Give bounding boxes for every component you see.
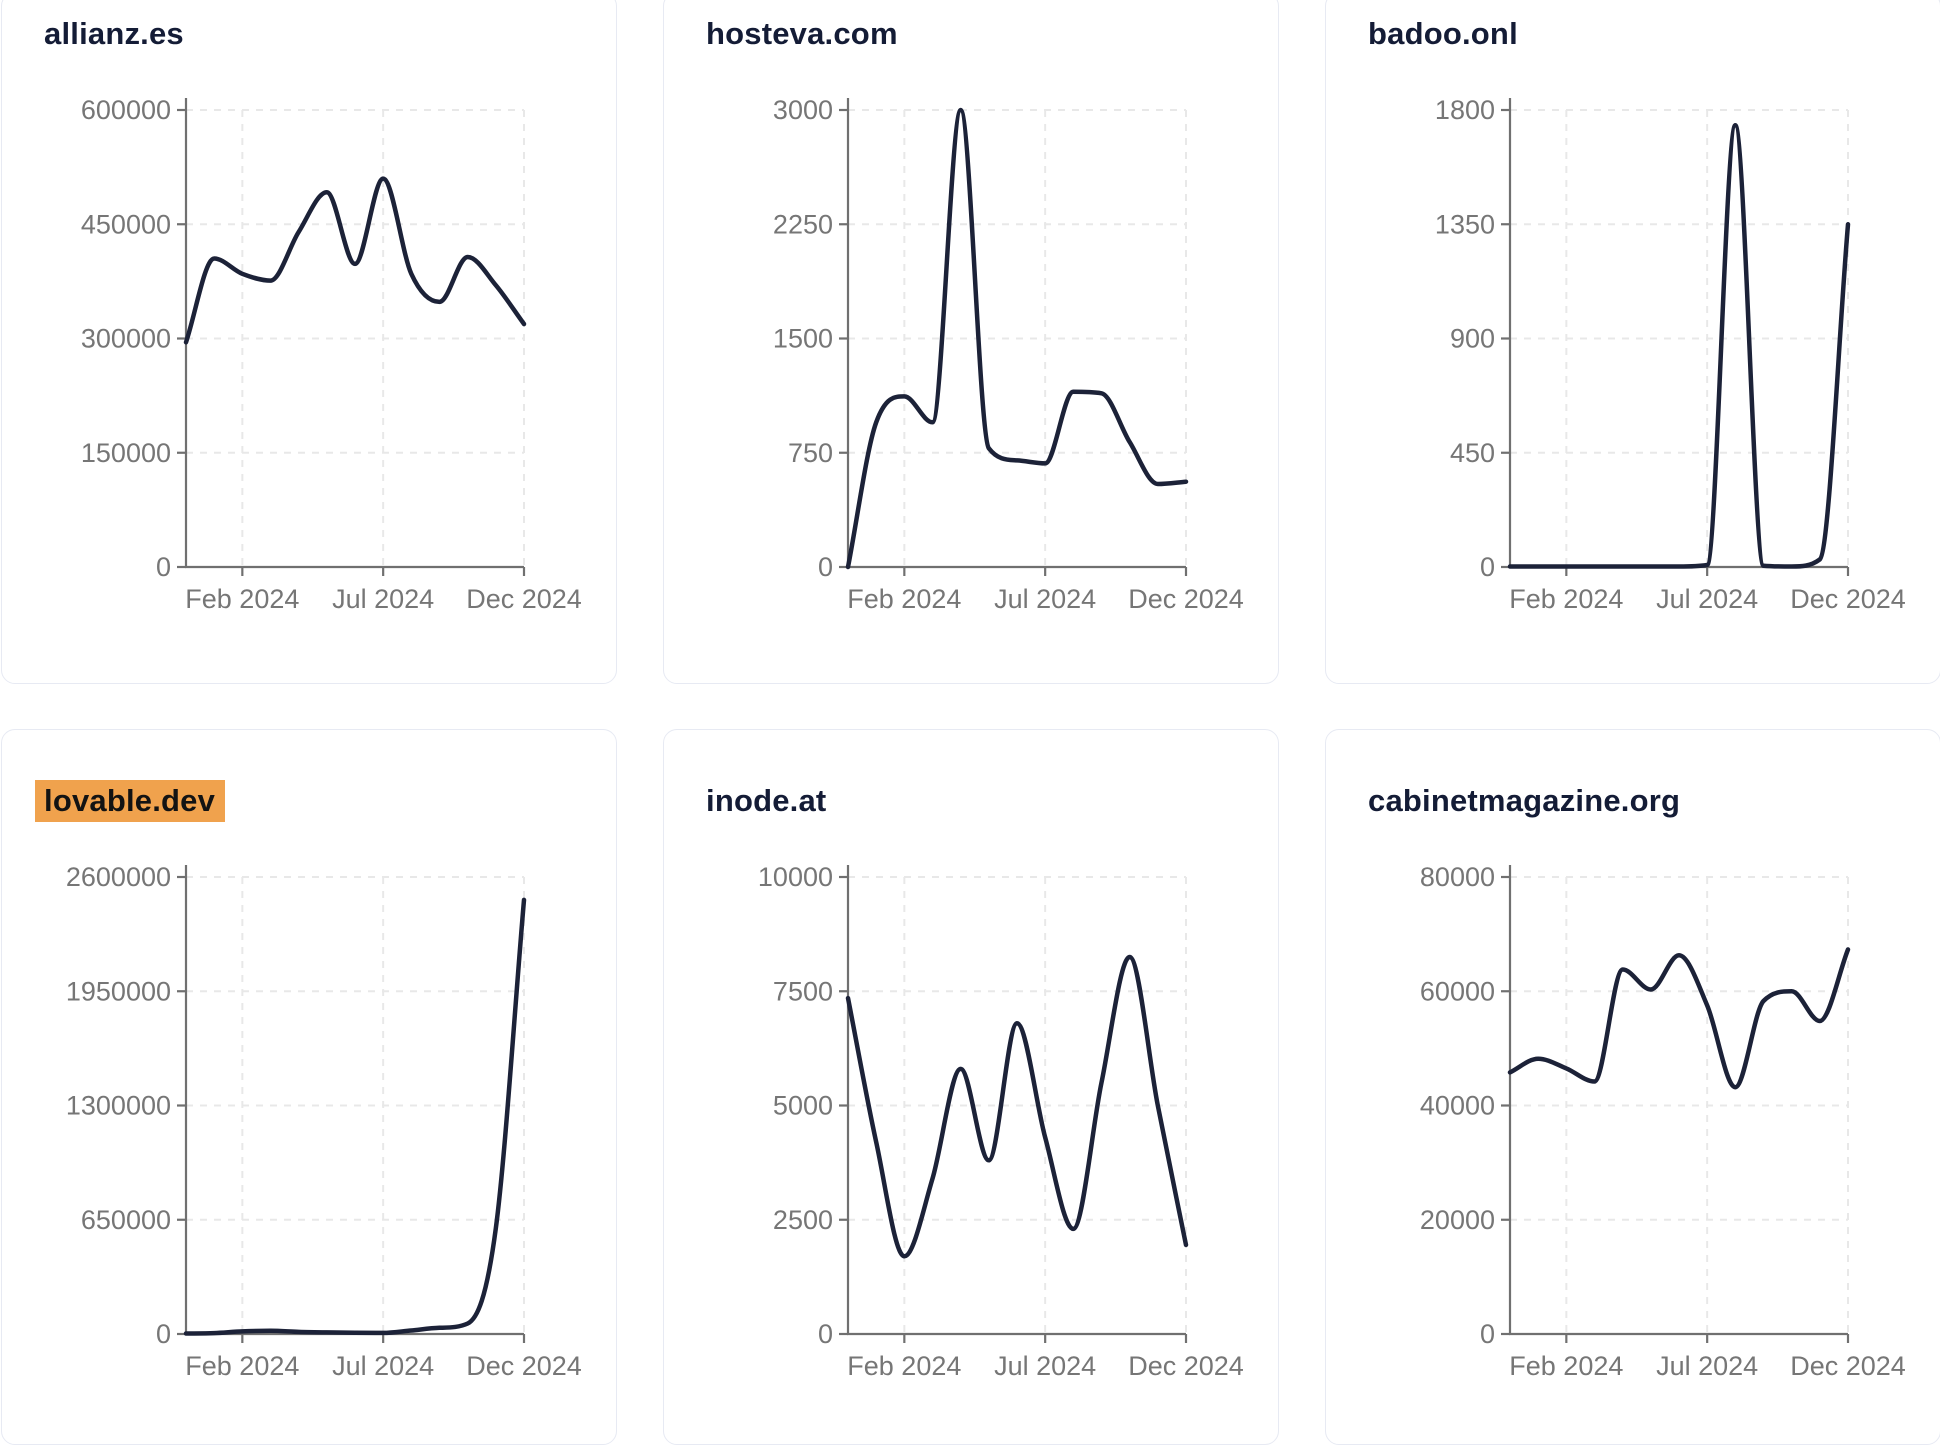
svg-text:3000: 3000 <box>773 95 833 125</box>
chart-title: inode.at <box>664 730 1278 822</box>
chart-title-text: inode.at <box>706 783 827 818</box>
svg-text:20000: 20000 <box>1420 1205 1495 1235</box>
svg-text:Feb 2024: Feb 2024 <box>847 584 961 614</box>
svg-text:Feb 2024: Feb 2024 <box>185 1351 299 1381</box>
svg-text:0: 0 <box>156 1319 171 1349</box>
svg-text:0: 0 <box>818 552 833 582</box>
line-chart: 0 2500 5000 7500 10000 Feb 2024 Jul 2024 Dec 20… <box>758 862 1244 1381</box>
chart-title-text: hosteva.com <box>706 16 898 51</box>
line-chart: 0 750 1500 2250 3000 Feb 2024 Jul 2024 Dec 2024 <box>773 95 1244 614</box>
svg-text:0: 0 <box>818 1319 833 1349</box>
svg-text:Jul 2024: Jul 2024 <box>332 1351 434 1381</box>
svg-text:1300000: 1300000 <box>66 1091 171 1121</box>
svg-text:2600000: 2600000 <box>66 862 171 892</box>
svg-text:600000: 600000 <box>81 95 171 125</box>
svg-text:650000: 650000 <box>81 1205 171 1235</box>
chart-card: hosteva.com 0 750 1500 2250 3000 Feb 2024 Jul … <box>663 0 1279 684</box>
chart-card: allianz.es 0 150000 300000 450000 600000 Feb … <box>1 0 617 684</box>
chart-title: lovable.dev <box>2 730 616 822</box>
svg-text:7500: 7500 <box>773 976 833 1006</box>
chart-title: badoo.onl <box>1326 0 1940 55</box>
svg-text:Dec 2024: Dec 2024 <box>466 584 582 614</box>
chart-title: hosteva.com <box>664 0 1278 55</box>
svg-text:Feb 2024: Feb 2024 <box>185 584 299 614</box>
line-chart: 0 150000 300000 450000 600000 Feb 2024 Jul 202… <box>81 95 582 614</box>
svg-text:450000: 450000 <box>81 209 171 239</box>
chart-card: lovable.dev 0 650000 1300000 1950000 2600000… <box>1 729 617 1445</box>
svg-text:1350: 1350 <box>1435 209 1495 239</box>
svg-text:750: 750 <box>788 438 833 468</box>
svg-text:0: 0 <box>156 552 171 582</box>
svg-text:Dec 2024: Dec 2024 <box>1790 584 1906 614</box>
svg-text:Dec 2024: Dec 2024 <box>1128 1351 1244 1381</box>
line-chart: 0 20000 40000 60000 80000 Feb 2024 Jul 2024 Dec… <box>1420 862 1906 1381</box>
chart-title: allianz.es <box>2 0 616 55</box>
line-chart: 0 650000 1300000 1950000 2600000 Feb 2024 Jul … <box>66 862 582 1381</box>
svg-text:150000: 150000 <box>81 438 171 468</box>
svg-text:80000: 80000 <box>1420 862 1495 892</box>
svg-text:0: 0 <box>1480 1319 1495 1349</box>
chart-title-text: badoo.onl <box>1368 16 1518 51</box>
svg-text:Jul 2024: Jul 2024 <box>332 584 434 614</box>
svg-text:0: 0 <box>1480 552 1495 582</box>
chart-title: cabinetmagazine.org <box>1326 730 1940 822</box>
line-chart: 0 450 900 1350 1800 Feb 2024 Jul 2024 Dec 2024 <box>1435 95 1906 614</box>
svg-text:Dec 2024: Dec 2024 <box>1790 1351 1906 1381</box>
svg-text:60000: 60000 <box>1420 976 1495 1006</box>
svg-text:1950000: 1950000 <box>66 976 171 1006</box>
svg-text:Dec 2024: Dec 2024 <box>466 1351 582 1381</box>
svg-text:Feb 2024: Feb 2024 <box>1509 584 1623 614</box>
chart-card: badoo.onl 0 450 900 1350 1800 Feb 2024 Jul 202… <box>1325 0 1940 684</box>
svg-text:Jul 2024: Jul 2024 <box>994 584 1096 614</box>
svg-text:2500: 2500 <box>773 1205 833 1235</box>
svg-text:2250: 2250 <box>773 209 833 239</box>
svg-text:Jul 2024: Jul 2024 <box>1656 1351 1758 1381</box>
svg-text:5000: 5000 <box>773 1091 833 1121</box>
svg-text:450: 450 <box>1450 438 1495 468</box>
svg-text:Jul 2024: Jul 2024 <box>994 1351 1096 1381</box>
chart-card: cabinetmagazine.org 0 20000 40000 60000 8000… <box>1325 729 1940 1445</box>
svg-text:300000: 300000 <box>81 324 171 354</box>
svg-text:Jul 2024: Jul 2024 <box>1656 584 1758 614</box>
svg-text:1500: 1500 <box>773 324 833 354</box>
chart-card: inode.at 0 2500 5000 7500 10000 Feb 2024 Jul 2… <box>663 729 1279 1445</box>
chart-title-text: cabinetmagazine.org <box>1368 783 1681 818</box>
svg-text:10000: 10000 <box>758 862 833 892</box>
svg-text:1800: 1800 <box>1435 95 1495 125</box>
svg-text:Feb 2024: Feb 2024 <box>1509 1351 1623 1381</box>
svg-text:Dec 2024: Dec 2024 <box>1128 584 1244 614</box>
svg-text:900: 900 <box>1450 324 1495 354</box>
svg-text:40000: 40000 <box>1420 1091 1495 1121</box>
svg-text:Feb 2024: Feb 2024 <box>847 1351 961 1381</box>
chart-title-text: allianz.es <box>44 16 184 51</box>
chart-title-text: lovable.dev <box>35 780 226 822</box>
